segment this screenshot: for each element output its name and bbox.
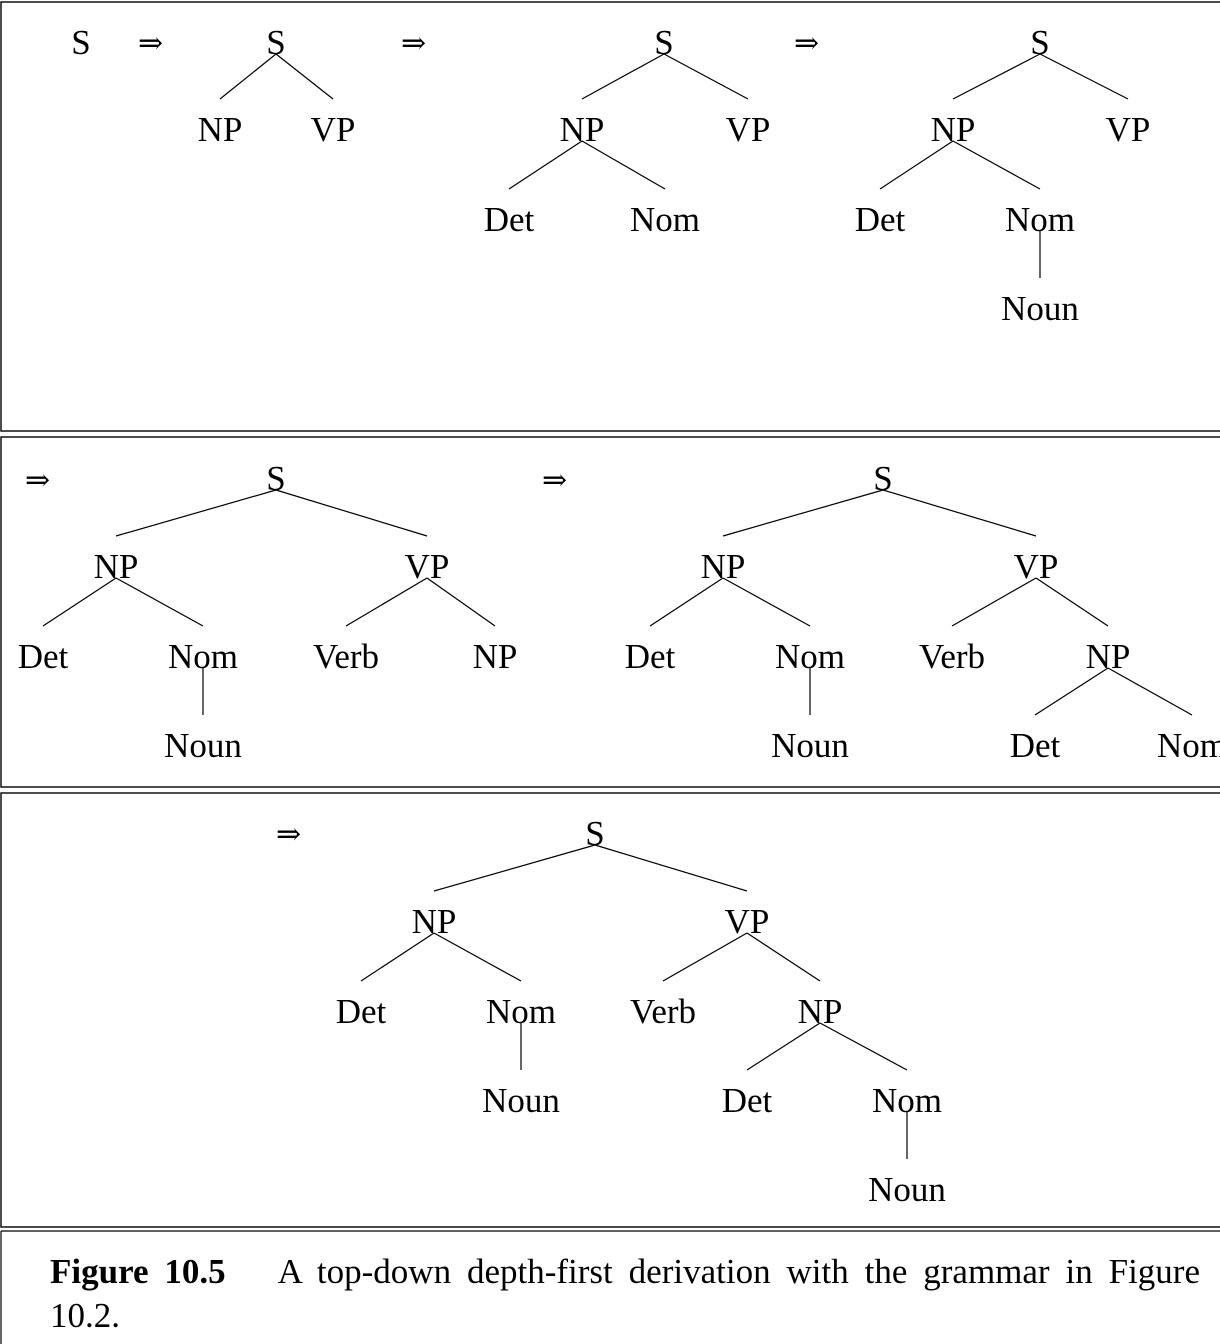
p2-step1-node-nom: Nom (168, 637, 238, 676)
p1-step3-node-s: S (654, 23, 673, 62)
p1-step4-node-np: NP (931, 110, 976, 149)
p2-arrow-1: ⇒ (25, 464, 50, 497)
p2-step2-edge-det2 (1034, 667, 1109, 716)
p2-step1-node-det: Det (18, 637, 69, 676)
p3-step1-node-np2: NP (798, 992, 843, 1031)
p3-step1-node-det2: Det (722, 1081, 773, 1120)
figure-caption: Figure 10.5 A top-down depth-first deriva… (50, 1250, 1200, 1338)
p2-step2-node-vp: VP (1014, 547, 1059, 586)
p2-step2-node-s: S (873, 459, 892, 498)
tree-edges (42, 53, 1193, 1159)
p2-step1-node-np: NP (94, 547, 139, 586)
p2-step1-node-s: S (266, 459, 285, 498)
p2-step1-edge-nom (115, 577, 204, 627)
p3-arrow-1: ⇒ (276, 818, 301, 851)
p2-step1-edge-np2 (426, 577, 496, 627)
p1-step4-edge-vp (1039, 53, 1129, 100)
panel-2-frame (0, 436, 1220, 788)
p1-step4-node-noun: Noun (1001, 289, 1079, 328)
p3-step1-node-det: Det (336, 992, 387, 1031)
p2-step2-node-nom: Nom (775, 637, 845, 676)
p1-arrow-3: ⇒ (794, 27, 819, 60)
p2-step2-edge-nom2 (1107, 667, 1193, 716)
p1-step3-node-np: NP (560, 110, 605, 149)
p2-step2-node-det2: Det (1010, 726, 1061, 765)
p2-step2-edge-det (649, 577, 724, 627)
p1-step3-edge-vp (663, 53, 749, 100)
p3-step1-node-nom: Nom (486, 992, 556, 1031)
p1-step4-edge-nom (952, 140, 1041, 190)
p2-step2-edge-vp (882, 489, 1037, 537)
p1-step4-node-det: Det (855, 200, 906, 239)
panel-3-frame (0, 792, 1220, 1228)
caption-label: Figure 10.5 (50, 1252, 226, 1291)
p2-step1-node-np2: NP (473, 637, 518, 676)
panel-1-frame (0, 1, 1220, 432)
p1-step2-edge-vp (275, 53, 334, 100)
p2-step1-edge-det (42, 577, 117, 627)
p2-step2-node-nom2: Nom (1157, 726, 1220, 765)
p2-step2-node-np2: NP (1086, 637, 1131, 676)
p2-step1-edge-verb (345, 577, 428, 627)
p3-step1-node-np: NP (412, 902, 457, 941)
p1-arrow-2: ⇒ (401, 27, 426, 60)
tree-labels: S ⇒ S NP VP ⇒ S NP VP Det Nom ⇒ S NP VP Det Nom Noun ⇒ S NP V… (18, 23, 1220, 1209)
p3-step1-edge-verb (662, 932, 748, 982)
p3-step1-edge-np2 (746, 932, 821, 982)
p1-step4-node-nom: Nom (1005, 200, 1075, 239)
p1-step2-node-s: S (266, 23, 285, 62)
p1-step4-edge-np (952, 53, 1041, 100)
p2-step2-node-verb: Verb (919, 637, 985, 676)
p3-step1-node-noun2: Noun (868, 1170, 946, 1209)
p2-step2-edge-verb (951, 577, 1037, 627)
p3-step1-edge-det (360, 932, 435, 982)
p2-step2-edge-np2 (1035, 577, 1109, 627)
p2-step2-edge-np (722, 489, 884, 537)
p1-arrow-1: ⇒ (138, 27, 163, 60)
p1-step4-node-s: S (1030, 23, 1049, 62)
p1-step1-node-s: S (71, 23, 90, 62)
p3-step1-node-vp: VP (725, 902, 770, 941)
p2-step1-edge-np (115, 489, 277, 537)
p2-step1-edge-vp (275, 489, 428, 537)
p2-step1-node-verb: Verb (313, 637, 379, 676)
p1-step3-node-vp: VP (726, 110, 771, 149)
p1-step2-edge-np (219, 53, 277, 100)
p3-step1-node-noun: Noun (482, 1081, 560, 1120)
p1-step3-edge-np (581, 53, 665, 100)
p2-step1-node-vp: VP (405, 547, 450, 586)
p3-step1-edge-vp (594, 844, 748, 892)
p3-step1-edge-nom2 (819, 1022, 908, 1071)
p1-step2-node-vp: VP (311, 110, 356, 149)
p1-step3-node-nom: Nom (630, 200, 700, 239)
p2-step2-edge-nom (722, 577, 811, 627)
p3-step1-edge-nom (433, 932, 522, 982)
p2-step1-node-noun: Noun (164, 726, 242, 765)
p1-step3-node-det: Det (484, 200, 535, 239)
p1-step4-node-vp: VP (1106, 110, 1151, 149)
p3-step1-edge-np (433, 844, 596, 892)
p2-step2-node-np: NP (701, 547, 746, 586)
p1-step4-edge-det (879, 140, 954, 190)
p3-step1-node-nom2: Nom (872, 1081, 942, 1120)
p3-step1-edge-det2 (746, 1022, 821, 1071)
p3-step1-node-verb: Verb (630, 992, 696, 1031)
p3-step1-node-s: S (585, 814, 604, 853)
caption-text: A top-down depth-first derivation with t… (50, 1252, 1200, 1335)
p2-step2-node-det: Det (625, 637, 676, 676)
p1-step2-node-np: NP (198, 110, 243, 149)
p2-arrow-2: ⇒ (542, 464, 567, 497)
p1-step3-edge-det (508, 140, 583, 190)
p2-step2-node-noun: Noun (771, 726, 849, 765)
p1-step3-edge-nom (581, 140, 666, 190)
